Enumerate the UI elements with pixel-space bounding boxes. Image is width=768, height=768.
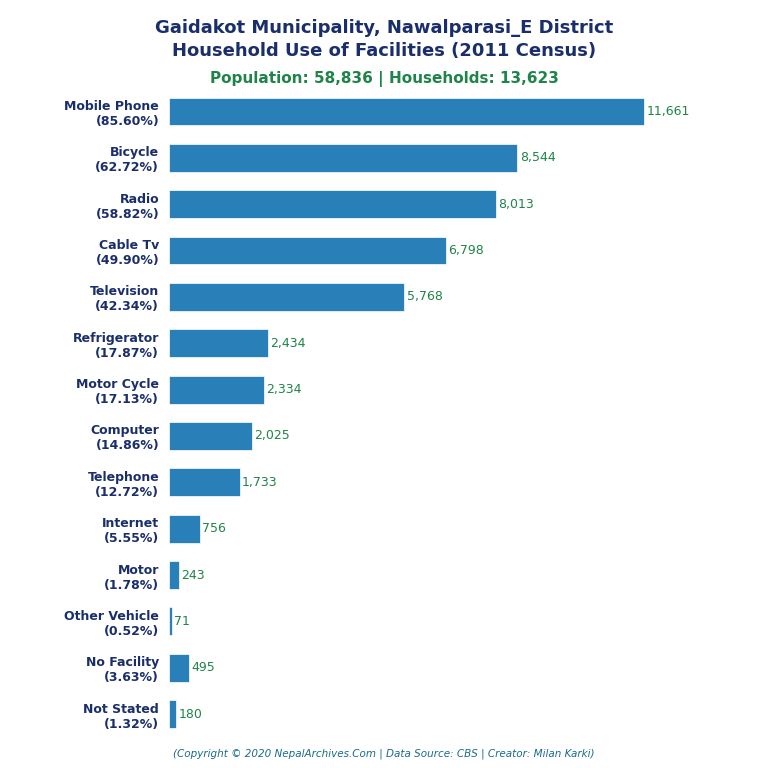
- Bar: [169, 607, 172, 635]
- Text: Household Use of Facilities (2011 Census): Household Use of Facilities (2011 Census…: [172, 42, 596, 60]
- Bar: [169, 515, 200, 542]
- Bar: [169, 376, 264, 403]
- Bar: [169, 144, 517, 172]
- Bar: [169, 237, 446, 264]
- Text: 6,798: 6,798: [449, 244, 485, 257]
- Bar: [169, 468, 240, 496]
- Text: 243: 243: [181, 568, 205, 581]
- Text: 5,768: 5,768: [406, 290, 442, 303]
- Text: 2,434: 2,434: [270, 337, 306, 349]
- Text: 495: 495: [191, 661, 215, 674]
- Text: 2,334: 2,334: [266, 383, 302, 396]
- Bar: [169, 283, 404, 311]
- Text: 1,733: 1,733: [242, 476, 278, 488]
- Text: 11,661: 11,661: [647, 105, 690, 118]
- Bar: [169, 654, 189, 682]
- Text: 2,025: 2,025: [254, 429, 290, 442]
- Text: 180: 180: [179, 707, 203, 720]
- Bar: [169, 422, 251, 450]
- Text: (Copyright © 2020 NepalArchives.Com | Data Source: CBS | Creator: Milan Karki): (Copyright © 2020 NepalArchives.Com | Da…: [174, 748, 594, 759]
- Text: 756: 756: [202, 522, 226, 535]
- Bar: [169, 190, 495, 218]
- Text: 8,544: 8,544: [520, 151, 555, 164]
- Text: 71: 71: [174, 615, 190, 628]
- Text: 8,013: 8,013: [498, 197, 534, 210]
- Bar: [169, 329, 268, 357]
- Bar: [169, 561, 179, 589]
- Bar: [169, 700, 177, 728]
- Text: Population: 58,836 | Households: 13,623: Population: 58,836 | Households: 13,623: [210, 71, 558, 87]
- Text: Gaidakot Municipality, Nawalparasi_E District: Gaidakot Municipality, Nawalparasi_E Dis…: [155, 19, 613, 37]
- Bar: [169, 98, 644, 125]
